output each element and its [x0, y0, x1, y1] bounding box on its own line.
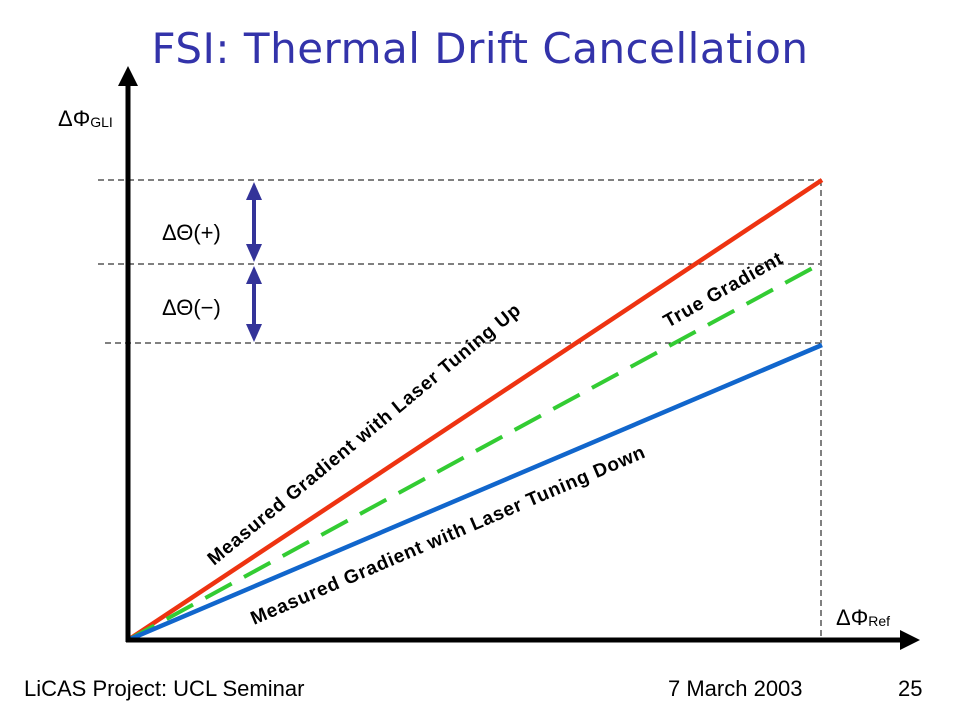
x-axis-label: ΔΦRef — [836, 605, 890, 630]
delta-theta-plus-arrow — [246, 182, 262, 262]
footer-project: LiCAS Project: UCL Seminar — [24, 676, 305, 701]
y-axis-label: ΔΦGLI — [58, 106, 113, 131]
delta-theta-minus-label: ΔΘ(−) — [162, 295, 221, 320]
line-true-gradient — [127, 262, 821, 642]
delta-theta-plus-label: ΔΘ(+) — [162, 220, 221, 245]
footer-date: 7 March 2003 — [668, 676, 803, 701]
x-axis-arrowhead — [900, 630, 920, 650]
delta-theta-minus-arrow — [246, 266, 262, 342]
slide-title: FSI: Thermal Drift Cancellation — [151, 24, 809, 73]
line-laser-tuning-down — [127, 342, 823, 643]
y-axis-arrowhead — [118, 66, 138, 86]
line-laser-tuning-up — [126, 178, 824, 642]
footer-page-number: 25 — [898, 676, 923, 701]
